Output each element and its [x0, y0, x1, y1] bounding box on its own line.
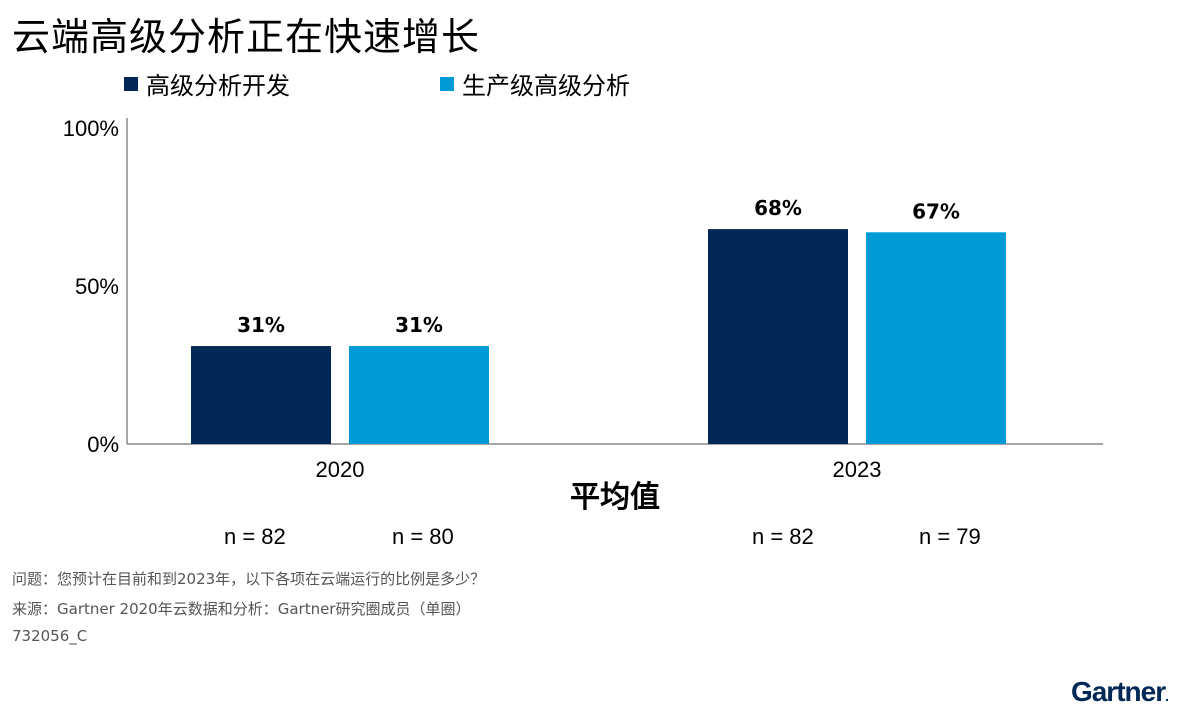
- x-axis-label: 平均值: [570, 480, 660, 515]
- bar-value-label: 68%: [754, 196, 802, 220]
- legend: 高级分析开发 生产级高级分析: [0, 66, 1190, 100]
- bar-2023-series-1: [708, 229, 848, 444]
- legend-label-series-1: 高级分析开发: [146, 72, 290, 100]
- footnote-id: 732056_C: [12, 627, 88, 645]
- n-count-2023-series-1: n = 82: [752, 524, 814, 549]
- legend-label-series-2: 生产级高级分析: [462, 72, 630, 100]
- bar-value-label: 67%: [912, 199, 960, 223]
- bar-value-label: 31%: [237, 313, 285, 337]
- legend-swatch-series-2: [440, 76, 454, 91]
- legend-item-series-2: 生产级高级分析: [440, 66, 630, 101]
- legend-item-series-1: 高级分析开发: [124, 66, 290, 101]
- bar-value-label: 31%: [395, 313, 443, 337]
- n-count-2020-series-2: n = 80: [392, 524, 454, 549]
- bar-2023-series-2: [866, 232, 1006, 444]
- y-tick-label: 100%: [63, 116, 119, 141]
- n-count-2023-series-2: n = 79: [919, 524, 981, 549]
- x-tick-label-2023: 2023: [833, 457, 882, 482]
- y-tick-label: 0%: [87, 432, 119, 457]
- y-tick-label: 50%: [75, 274, 119, 299]
- bar-2020-series-2: [349, 346, 489, 444]
- bar-2020-series-1: [191, 346, 331, 444]
- x-tick-label-2020: 2020: [316, 457, 365, 482]
- footnote-source: 来源：Gartner 2020年云数据和分析：Gartner研究圈成员（单圈）: [12, 600, 471, 618]
- chart-title: 云端高级分析正在快速增长: [12, 15, 481, 59]
- legend-swatch-series-1: [124, 76, 138, 91]
- gartner-logo: Gartner.: [1070, 676, 1169, 707]
- footnote-question: 问题：您预计在目前和到2023年，以下各项在云端运行的比例是多少？: [12, 570, 486, 588]
- n-count-2020-series-1: n = 82: [224, 524, 286, 549]
